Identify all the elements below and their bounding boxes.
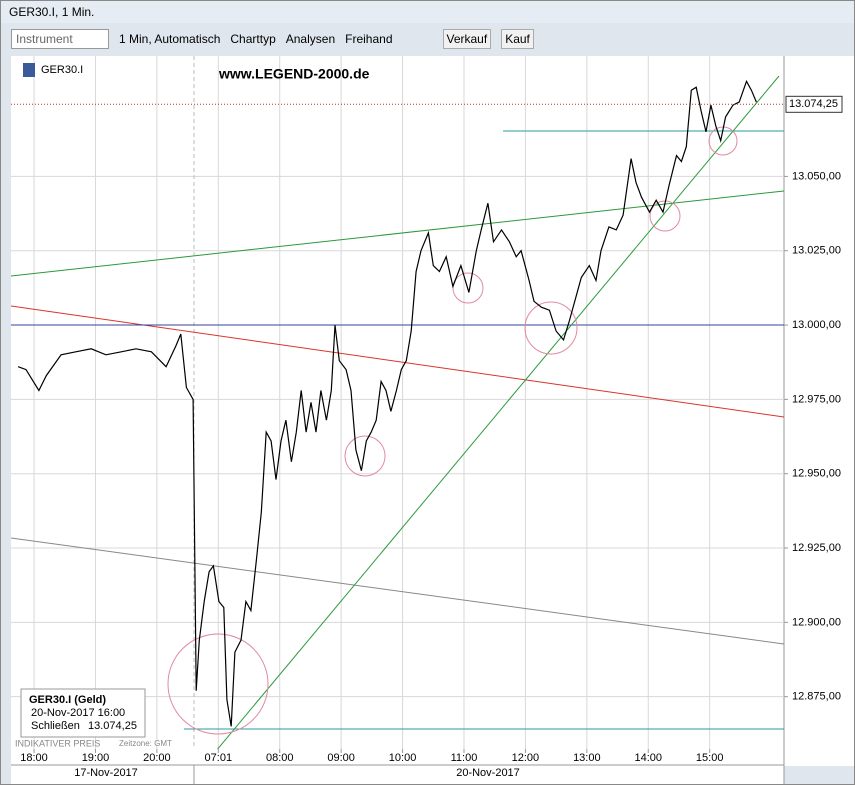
y-tick-label: 13.025,00 [792,245,841,257]
x-tick-label: 11:00 [451,752,478,764]
x-tick-label: 07:01 [205,752,233,764]
x-tick-label: 08:00 [266,752,294,764]
buy-button[interactable]: Kauf [501,29,534,49]
date-label: 20-Nov-2017 [456,767,520,779]
x-tick-label: 20:00 [143,752,171,764]
x-tick-label: 18:00 [20,752,48,764]
trendline [11,537,784,645]
x-axis-area [11,749,784,784]
charttype-menu[interactable]: Charttyp [230,32,276,46]
sell-button[interactable]: Verkauf [442,29,492,49]
date-label: 17-Nov-2017 [74,767,138,779]
last-price-box [785,95,843,113]
price-line [17,79,757,727]
plot-area [11,56,784,749]
circle-annotation [524,301,578,355]
x-tick-label: 10:00 [389,752,417,764]
title-bar: GER30.I, 1 Min. [1,1,854,23]
x-tick-label: 15:00 [696,752,724,764]
x-tick-label: 19:00 [82,752,110,764]
info-box [20,688,146,738]
timezone: Zeitzone: GMT [119,739,172,748]
instrument-input[interactable]: Instrument [11,29,109,49]
x-tick-label: 14:00 [634,752,662,764]
price-type: INDIKATIVER PREIS [15,738,100,748]
y-tick-label: 12.975,00 [792,393,841,405]
symbol-label[interactable]: GER30.I [41,64,83,76]
y-tick-label: 13.050,00 [792,170,841,182]
y-tick-label: 12.875,00 [792,691,841,703]
info-date: 20-Nov-2017 16:00 [31,707,125,719]
x-tick-label: 12:00 [512,752,540,764]
watermark: www.LEGEND-2000.de [218,66,370,82]
y-tick-label: 12.950,00 [792,468,841,480]
analyses-menu[interactable]: Analysen [285,32,336,46]
drawings [11,56,784,749]
circle-annotation [344,435,386,477]
y-tick-label: 13.000,00 [792,319,841,331]
circle-annotation [167,633,269,735]
interval-menu[interactable]: 1 Min, Automatisch [119,32,221,46]
toolbar: Instrument 1 Min, Automatisch Charttyp A… [11,26,791,52]
info-close-label: Schließen [31,720,80,732]
info-title: GER30.I (Geld) [29,694,106,706]
last-price-label: 13.074,25 [789,98,838,110]
window-title: GER30.I, 1 Min. [9,5,95,19]
trendline [217,75,780,749]
info-close-value: 13.074,25 [88,720,137,732]
y-tick-label: 12.900,00 [792,616,841,628]
x-tick-label: 13:00 [573,752,601,764]
x-tick-label: 09:00 [327,752,355,764]
symbol-icon [23,63,35,77]
y-axis-area [784,56,854,766]
freehand-menu[interactable]: Freihand [345,32,393,46]
y-tick-label: 12.925,00 [792,542,841,554]
circle-annotation [452,272,484,304]
